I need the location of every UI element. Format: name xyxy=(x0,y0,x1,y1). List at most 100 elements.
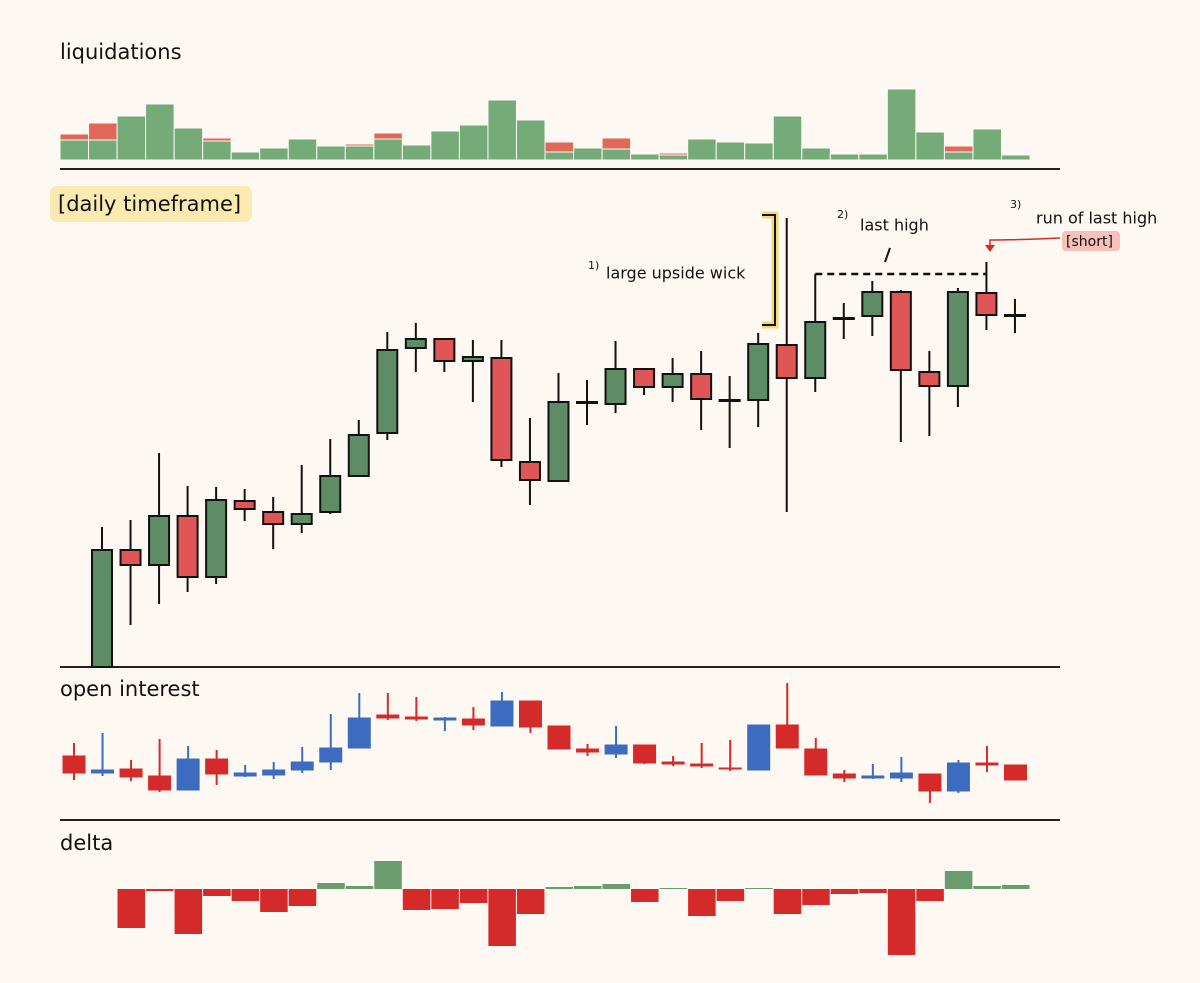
candle-body xyxy=(319,747,343,763)
delta-bar xyxy=(459,889,488,903)
liquidation-bar xyxy=(943,151,974,161)
candle-body xyxy=(975,762,999,766)
annotation-stroke xyxy=(884,247,891,263)
delta-bar xyxy=(773,889,802,914)
candle-body xyxy=(290,761,314,771)
liquidation-bar xyxy=(59,139,90,161)
annotation-number: 2) xyxy=(837,208,848,221)
liquidation-bar xyxy=(59,133,90,141)
candle-body xyxy=(490,357,513,461)
delta-bar xyxy=(602,884,631,889)
liquidation-bar xyxy=(829,153,860,161)
liquidation-bar xyxy=(573,147,603,161)
delta-bar xyxy=(916,889,944,901)
liquidation-bar xyxy=(544,151,575,161)
annotation: last high xyxy=(860,216,929,235)
liquidation-bar xyxy=(972,128,1002,161)
candle-body xyxy=(775,344,798,379)
candle-body xyxy=(233,772,257,777)
candle-body xyxy=(633,368,656,388)
liquidation-bar xyxy=(715,141,746,161)
liquidation-bar xyxy=(601,148,632,161)
delta-bar xyxy=(288,889,317,906)
short-highlight xyxy=(1062,231,1120,251)
candle-body xyxy=(433,338,456,362)
liquidation-bar xyxy=(658,154,689,161)
annotation-number: 1) xyxy=(588,259,599,272)
candle-body xyxy=(290,513,313,525)
delta-bar xyxy=(1001,885,1030,889)
liquidation-bar xyxy=(658,152,689,156)
delta-bar xyxy=(859,889,887,893)
liquidation-bar xyxy=(430,130,460,161)
candle-body xyxy=(718,399,741,402)
candle-body xyxy=(461,356,484,362)
liquidation-bar xyxy=(515,119,546,161)
candle-body xyxy=(918,371,941,387)
liquidation-bar xyxy=(202,137,232,142)
candle-body xyxy=(804,321,827,379)
liquidation-bar xyxy=(772,115,803,161)
candle-body xyxy=(576,748,600,753)
delta-bar xyxy=(716,889,745,901)
liquidation-bar xyxy=(630,153,660,161)
liquidation-bar xyxy=(544,141,575,153)
liquidation-bar xyxy=(401,144,432,161)
delta-bar xyxy=(631,889,659,902)
candle-body xyxy=(918,773,942,792)
candle-body xyxy=(547,401,570,482)
candle-body xyxy=(176,515,199,578)
candle-body xyxy=(975,292,998,316)
liquidation-bar xyxy=(1000,154,1031,161)
candle-body xyxy=(205,499,228,578)
delta-bar xyxy=(830,889,859,894)
delta-bar xyxy=(688,889,716,916)
candle-body xyxy=(91,549,113,668)
liquidation-bar xyxy=(458,124,489,161)
wick-bracket xyxy=(762,214,776,326)
liquidation-bar xyxy=(915,131,945,161)
panel-title: open interest xyxy=(60,677,200,701)
liquidation-bar xyxy=(145,103,175,161)
candle-body xyxy=(804,748,828,776)
delta-bar xyxy=(345,886,374,889)
liquidation-bar xyxy=(373,138,403,161)
candle-body xyxy=(62,755,86,774)
liquidation-bar xyxy=(287,138,318,161)
panel-title: liquidations xyxy=(60,40,182,64)
liquidation-bar xyxy=(116,115,147,161)
delta-bar xyxy=(146,889,174,891)
liquidation-bar xyxy=(601,137,632,150)
candle-body xyxy=(690,763,714,767)
annotation: run of last high xyxy=(1036,209,1157,228)
delta-bar xyxy=(545,887,573,889)
arrow xyxy=(989,237,1061,248)
candle-body xyxy=(661,761,685,765)
liquidation-bar xyxy=(88,139,118,161)
annotation: large upside wick xyxy=(606,264,746,283)
candle-body xyxy=(518,700,542,728)
candle-body xyxy=(633,744,657,764)
candle-body xyxy=(490,700,514,727)
delta-bar xyxy=(402,889,431,910)
candle-body xyxy=(148,775,172,791)
candle-body xyxy=(861,291,884,317)
liquidation-bar xyxy=(858,153,888,161)
annotation-number: 3) xyxy=(1010,198,1021,211)
candle-body xyxy=(832,773,856,779)
liquidation-bar xyxy=(886,88,917,161)
candle-body xyxy=(1003,314,1026,317)
liquidation-bar xyxy=(801,147,831,161)
candle-body xyxy=(119,549,142,566)
candle-body xyxy=(946,291,969,387)
candle-body xyxy=(889,291,912,371)
delta-bar xyxy=(231,889,260,901)
candle-body xyxy=(1003,764,1027,781)
candle-body xyxy=(233,500,256,510)
candle-body xyxy=(946,762,970,792)
delta-bar xyxy=(745,888,773,889)
candle-body xyxy=(604,744,628,755)
candle-body xyxy=(404,716,428,720)
candle-body xyxy=(690,373,713,400)
